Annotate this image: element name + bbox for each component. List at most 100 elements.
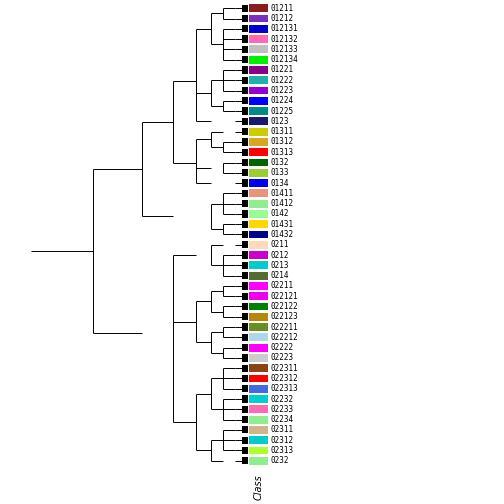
Bar [249,405,268,413]
Text: 01221: 01221 [270,66,293,75]
Bar [242,159,247,166]
Text: 012134: 012134 [270,55,298,64]
Text: 02232: 02232 [270,395,293,404]
Bar [249,159,268,166]
Text: 02233: 02233 [270,405,293,414]
Bar [242,447,247,454]
Bar [249,190,268,197]
Text: 01224: 01224 [270,96,293,105]
Bar [249,344,268,351]
Bar [249,292,268,300]
Bar [249,87,268,94]
Text: 01212: 01212 [270,14,293,23]
Text: 02222: 02222 [270,343,293,352]
Bar [249,313,268,321]
Bar [242,241,247,248]
Bar [249,45,268,53]
Text: 022311: 022311 [270,364,298,372]
Text: 01312: 01312 [270,138,293,147]
Bar [249,457,268,465]
Text: 0212: 0212 [270,250,289,260]
Bar [249,56,268,64]
Bar [249,5,268,12]
Bar [242,375,247,382]
Bar [242,15,247,22]
Bar [249,262,268,269]
Text: 02211: 02211 [270,281,293,290]
Bar [242,46,247,53]
Bar [242,406,247,413]
Text: 0211: 0211 [270,240,289,249]
Text: 022313: 022313 [270,384,298,393]
Bar [242,364,247,372]
Text: 0213: 0213 [270,261,289,270]
Text: 02234: 02234 [270,415,293,424]
Text: 022122: 022122 [270,302,298,311]
Bar [249,251,268,259]
Bar [242,313,247,321]
Text: 022121: 022121 [270,292,298,301]
Bar [242,324,247,331]
Text: 022211: 022211 [270,323,298,332]
Bar [242,87,247,94]
Bar [242,396,247,403]
Bar [242,344,247,351]
Bar [249,97,268,105]
Text: 022212: 022212 [270,333,298,342]
Bar [242,334,247,341]
Bar [249,302,268,310]
Bar [249,282,268,290]
Text: 01311: 01311 [270,127,293,136]
Text: 01431: 01431 [270,220,293,229]
Bar [242,56,247,64]
Bar [242,282,247,289]
Text: 012131: 012131 [270,24,298,33]
Text: 0123: 0123 [270,117,289,126]
Bar [242,272,247,279]
Bar [249,179,268,187]
Text: 0134: 0134 [270,178,289,187]
Bar [249,117,268,125]
Bar [249,364,268,372]
Bar [242,457,247,464]
Bar [249,426,268,434]
Text: 022123: 022123 [270,312,298,321]
Bar [242,138,247,146]
Text: 022312: 022312 [270,374,298,383]
Bar [249,25,268,33]
Bar [249,35,268,43]
Text: 01313: 01313 [270,148,293,157]
Bar [249,210,268,218]
Bar [249,66,268,74]
Text: 0133: 0133 [270,168,289,177]
Bar [242,149,247,156]
Bar [242,67,247,74]
Bar [242,200,247,207]
Text: 01222: 01222 [270,76,293,85]
Bar [242,303,247,310]
Text: 02311: 02311 [270,425,293,434]
Bar [242,210,247,218]
Bar [249,447,268,455]
Bar [242,293,247,300]
Bar [249,323,268,331]
Text: 0142: 0142 [270,210,289,218]
Text: 01411: 01411 [270,189,293,198]
Bar [249,15,268,23]
Text: 02223: 02223 [270,353,293,362]
Bar [242,416,247,423]
Bar [242,35,247,43]
Bar [242,179,247,186]
Text: 0214: 0214 [270,271,289,280]
Bar [249,76,268,84]
Text: 01223: 01223 [270,86,293,95]
Bar [242,5,247,12]
Bar [242,354,247,361]
Bar [249,436,268,444]
Bar [242,25,247,32]
Bar [242,77,247,84]
Bar [249,138,268,146]
Bar [242,107,247,115]
Text: 02313: 02313 [270,446,293,455]
Text: 012133: 012133 [270,45,298,54]
